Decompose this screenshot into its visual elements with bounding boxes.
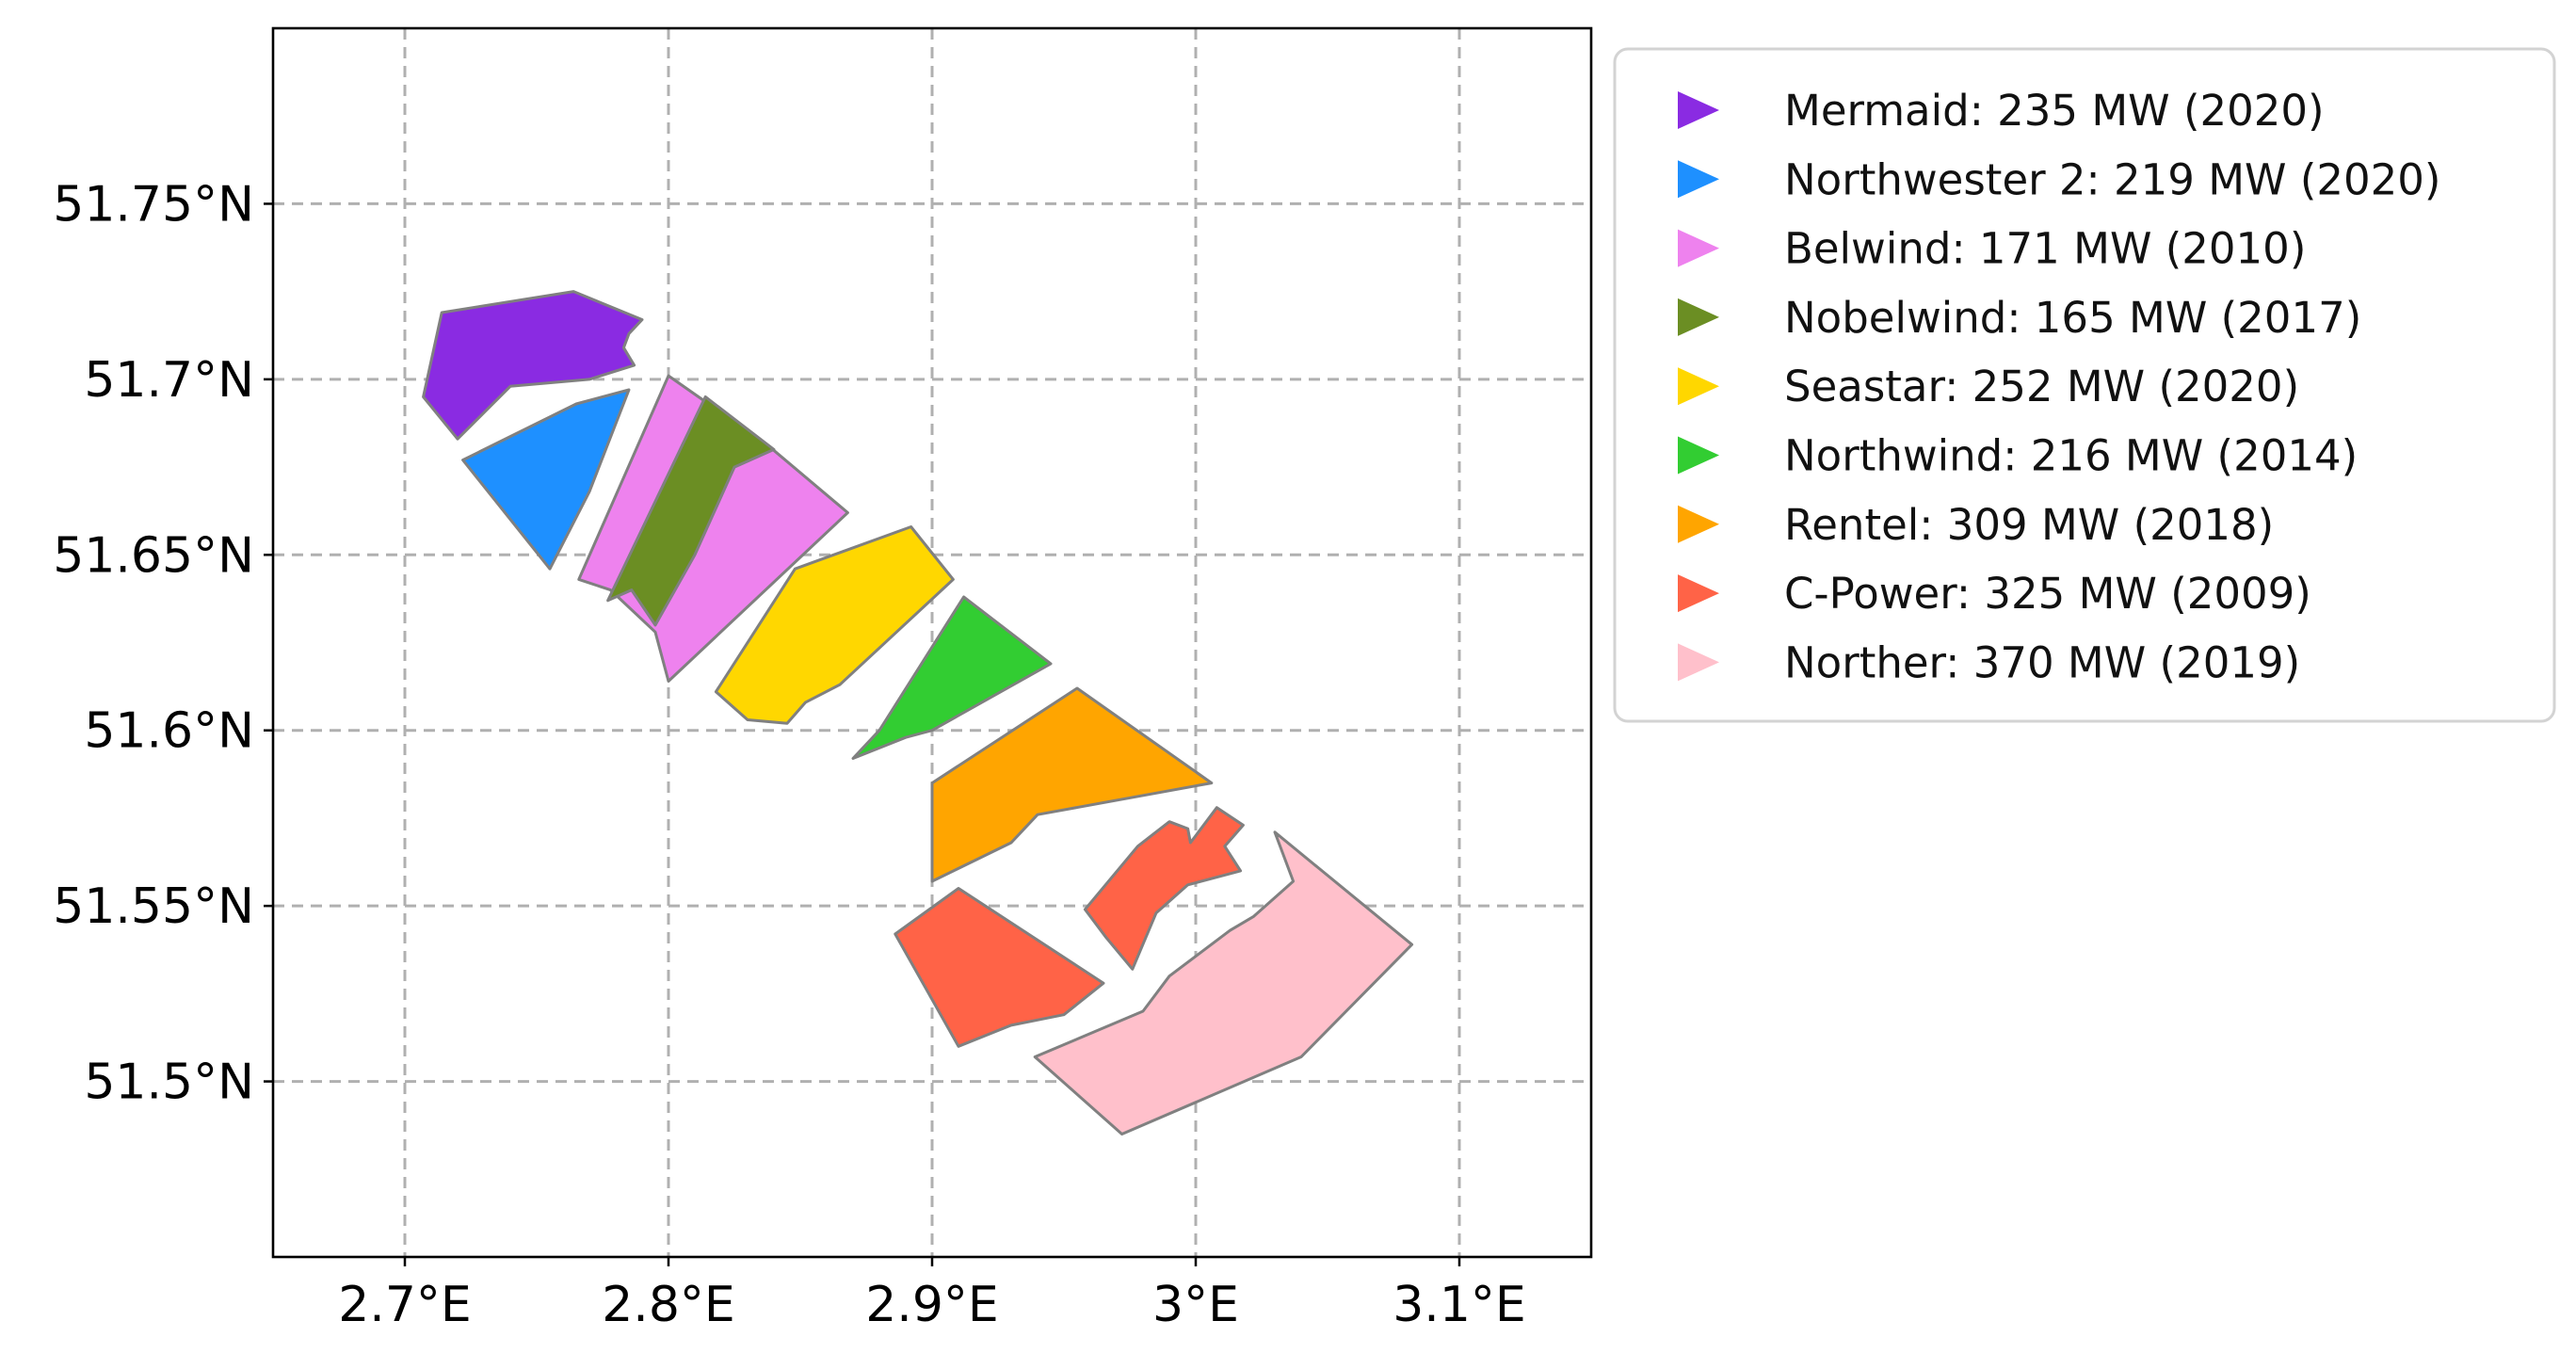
legend-marker-triangle-icon — [1678, 643, 1719, 682]
y-tick-label: 51.5°N — [84, 1055, 254, 1111]
legend-marker-triangle-icon — [1678, 505, 1719, 543]
zone-norther — [1033, 830, 1414, 1136]
legend-box — [1613, 47, 2556, 723]
x-tick-label: 3.1°E — [1393, 1277, 1526, 1333]
legend-marker-triangle-icon — [1678, 160, 1719, 199]
zone-northwind — [851, 595, 1053, 760]
x-tick-label: 3°E — [1152, 1277, 1239, 1333]
x-tick-label: 2.8°E — [602, 1277, 735, 1333]
legend-label: Nobelwind: 165 MW (2017) — [1784, 293, 2361, 343]
zone-northwester-2 — [461, 388, 631, 571]
y-tick-label: 51.7°N — [84, 352, 254, 409]
legend-marker-triangle-icon — [1678, 574, 1719, 613]
legend-marker-triangle-icon — [1678, 298, 1719, 336]
legend-label: Mermaid: 235 MW (2020) — [1784, 86, 2325, 136]
legend-label: C-Power: 325 MW (2009) — [1784, 569, 2311, 619]
legend-entry: Nobelwind: 165 MW (2017) — [1678, 293, 2361, 343]
y-tick-label: 51.75°N — [53, 176, 254, 233]
legend-label: Seastar: 252 MW (2020) — [1784, 362, 2299, 411]
legend-marker-triangle-icon — [1678, 436, 1719, 475]
zone-rentel — [930, 686, 1214, 883]
legend-label: Northwester 2: 219 MW (2020) — [1784, 154, 2440, 204]
legend-marker-triangle-icon — [1678, 367, 1719, 406]
x-tick-label: 2.9°E — [865, 1277, 999, 1333]
map-plot-area — [271, 26, 1593, 1259]
legend-entry: Rentel: 309 MW (2018) — [1678, 500, 2274, 550]
legend: Mermaid: 235 MW (2020) Northwester 2: 219… — [1613, 47, 2556, 723]
legend-entries: Mermaid: 235 MW (2020) Northwester 2: 219… — [1678, 86, 2440, 687]
wind-farm-zones — [422, 290, 1414, 1136]
y-tick-label: 51.6°N — [84, 703, 254, 760]
legend-label: Norther: 370 MW (2019) — [1784, 637, 2300, 687]
zone-c-power-south — [894, 887, 1105, 1048]
y-tick-label: 51.55°N — [53, 878, 254, 935]
y-axis-ticks: 51.75°N 51.7°N 51.65°N 51.6°N 51.55°N 51.5°N — [53, 176, 273, 1111]
legend-entry: Northwester 2: 219 MW (2020) — [1678, 154, 2440, 204]
zone-seastar — [714, 525, 955, 725]
x-tick-label: 2.7°E — [338, 1277, 472, 1333]
legend-label: Belwind: 171 MW (2010) — [1784, 224, 2306, 274]
legend-entry: Mermaid: 235 MW (2020) — [1678, 86, 2325, 136]
legend-entry: Norther: 370 MW (2019) — [1678, 637, 2300, 687]
x-axis-ticks: 2.7°E 2.8°E 2.9°E 3°E 3.1°E — [338, 1257, 1526, 1333]
zone-mermaid — [422, 290, 644, 441]
legend-label: Rentel: 309 MW (2018) — [1784, 500, 2274, 550]
zone-c-power-north — [1083, 806, 1245, 971]
legend-entry: Belwind: 171 MW (2010) — [1678, 224, 2306, 274]
legend-label: Northwind: 216 MW (2014) — [1784, 431, 2358, 481]
zone-nobelwind — [606, 395, 776, 627]
legend-entry: Seastar: 252 MW (2020) — [1678, 362, 2299, 411]
legend-marker-triangle-icon — [1678, 229, 1719, 267]
legend-entry: Northwind: 216 MW (2014) — [1678, 431, 2358, 481]
y-tick-label: 51.65°N — [53, 527, 254, 584]
legend-entry: C-Power: 325 MW (2009) — [1678, 569, 2311, 619]
legend-marker-triangle-icon — [1678, 91, 1719, 129]
